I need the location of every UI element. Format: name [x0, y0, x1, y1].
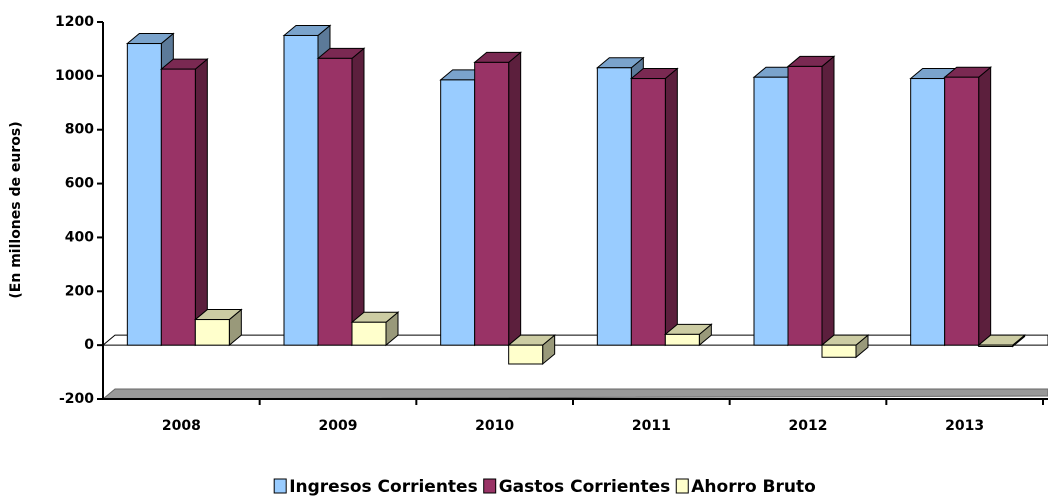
y-tick-label: 0: [84, 337, 94, 353]
legend: Ingresos Corrientes Gastos Corrientes Ahor…: [273, 477, 816, 497]
bar-front: [596, 67, 632, 346]
bar-front: [664, 333, 700, 346]
y-tick-label: 1200: [55, 14, 94, 30]
x-tick-label: 2010: [475, 418, 514, 434]
bar: [507, 334, 557, 366]
legend-swatch: [273, 478, 287, 494]
bar-front: [283, 34, 319, 346]
legend-label: Ahorro Bruto: [691, 477, 816, 497]
bar: [316, 47, 366, 347]
bar: [943, 66, 993, 347]
bar-front: [508, 344, 544, 365]
bar: [595, 56, 645, 347]
bar: [473, 51, 523, 347]
bar: [159, 58, 209, 347]
y-tick-label: 400: [65, 229, 94, 245]
bar-side: [821, 55, 835, 347]
legend-swatch: [483, 478, 497, 494]
x-tick-label: 2013: [945, 418, 984, 434]
bar-side: [194, 58, 208, 347]
legend-label: Gastos Corrientes: [499, 477, 671, 497]
bar-front: [474, 61, 510, 346]
bar-front: [630, 78, 666, 346]
bar-front: [160, 68, 196, 346]
y-tick-label: 1000: [55, 68, 94, 84]
y-tick-label: 200: [65, 283, 94, 299]
bar-front: [351, 321, 387, 346]
bar-front: [821, 344, 857, 358]
bar-front: [317, 57, 353, 346]
y-tick-label: 800: [65, 122, 94, 138]
x-tick-label: 2008: [162, 418, 201, 434]
bar-front: [440, 79, 476, 346]
bar-front: [910, 78, 946, 346]
legend-label: Ingresos Corrientes: [289, 477, 478, 497]
bar-side: [508, 51, 522, 347]
y-tick-label: -200: [59, 391, 94, 407]
bar-front: [753, 76, 789, 346]
bar-side: [978, 66, 992, 347]
bar-front: [126, 43, 162, 346]
bar-front: [978, 344, 1014, 347]
bar: [786, 55, 836, 347]
x-tick-label: 2011: [632, 418, 671, 434]
bar: [820, 334, 870, 359]
bar: [629, 67, 679, 347]
legend-swatch: [675, 478, 689, 494]
bar: [663, 323, 713, 347]
bar-front: [787, 65, 823, 346]
bar: [977, 334, 1027, 348]
y-axis-label: (En millones de euros): [8, 121, 24, 298]
y-tick-label: 600: [65, 176, 94, 192]
bar: [193, 308, 243, 347]
bar-side: [664, 67, 678, 347]
bar-front: [194, 319, 230, 346]
x-tick-label: 2009: [319, 418, 358, 434]
bar-front: [944, 76, 980, 346]
zero-plane: [101, 334, 1048, 346]
floor: [101, 388, 1048, 400]
x-tick-label: 2012: [789, 418, 828, 434]
bar-side: [351, 47, 365, 347]
bar: [350, 311, 400, 347]
